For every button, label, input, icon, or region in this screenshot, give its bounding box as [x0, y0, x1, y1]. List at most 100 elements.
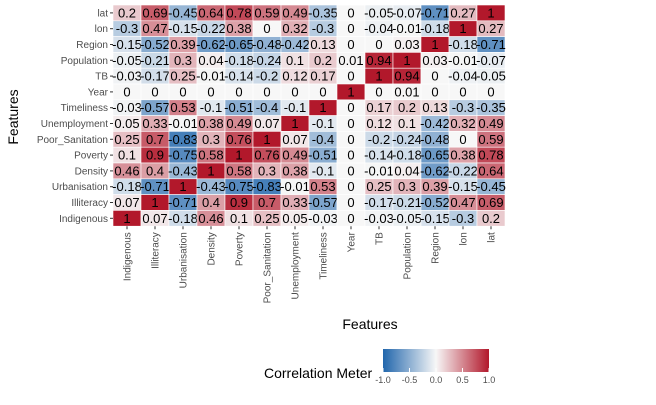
cell-value-label: 0.38 — [282, 163, 307, 178]
cell-value-label: -0.05 — [392, 211, 422, 226]
x-tick-label: Population — [403, 232, 414, 279]
cell-value-label: 0.33 — [282, 195, 307, 210]
cell-value-label: 0.46 — [198, 211, 223, 226]
cell-value-label: -0.22 — [196, 21, 226, 36]
cell-value-label: 0.94 — [394, 69, 419, 84]
cell-value-label: 0.76 — [226, 132, 251, 147]
cell-value-label: -0.71 — [420, 5, 450, 20]
cell-value-label: 0.58 — [226, 163, 251, 178]
cell-value-label: 0 — [123, 84, 130, 99]
cell-value-label: 1 — [179, 179, 186, 194]
cell-value-label: -0.1 — [200, 100, 222, 115]
y-tick-label: Region — [76, 40, 108, 51]
legend-tick-label: 0.5 — [456, 375, 469, 385]
cell-value-label: 0.49 — [282, 5, 307, 20]
cell-value-label: 0 — [263, 84, 270, 99]
cell-value-label: 0.12 — [366, 116, 391, 131]
x-tick-label: Year — [347, 232, 358, 253]
cell-value-label: 0.01 — [338, 53, 363, 68]
cell-value-label: 0.46 — [114, 163, 139, 178]
cell-value-label: -0.42 — [280, 37, 310, 52]
cell-value-label: 0 — [431, 69, 438, 84]
cell-value-label: -0.01 — [280, 179, 310, 194]
cell-value-label: 0 — [347, 179, 354, 194]
cell-value-label: 0.33 — [142, 116, 167, 131]
cell-value-label: 0.49 — [282, 148, 307, 163]
cell-value-label: -0.03 — [112, 100, 142, 115]
cell-value-label: -0.03 — [364, 211, 394, 226]
y-tick-label: Poor_Sanitation — [37, 135, 108, 146]
legend-ticks: -1.0 -0.5 0.0 0.5 1.0 — [375, 368, 495, 385]
legend-tick-label: 1.0 — [483, 375, 496, 385]
cell-value-label: -0.03 — [308, 211, 338, 226]
cell-value-label: 1 — [431, 37, 438, 52]
cell-value-label: 1 — [151, 195, 158, 210]
cell-value-label: -0.05 — [476, 69, 506, 84]
cell-value-label: 1 — [487, 5, 494, 20]
cell-value-label: 0.53 — [170, 100, 195, 115]
cell-value-label: 0.76 — [254, 148, 279, 163]
cell-value-label: 0 — [347, 195, 354, 210]
cell-value-label: -0.83 — [168, 132, 198, 147]
cell-value-label: 0 — [459, 132, 466, 147]
cell-value-label: -0.45 — [476, 179, 506, 194]
cell-value-label: 0.25 — [366, 179, 391, 194]
cell-value-label: -0.18 — [420, 21, 450, 36]
cell-value-label: -0.4 — [256, 100, 278, 115]
cell-value-label: 0.64 — [198, 5, 223, 20]
cell-value-label: 0.2 — [314, 53, 332, 68]
cell-value-label: 0 — [347, 37, 354, 52]
x-tick-label: Density — [207, 232, 218, 265]
y-tick-label: Timeliness — [61, 103, 108, 114]
legend-tick-label: -1.0 — [375, 375, 391, 385]
cell-value-label: 0.12 — [282, 69, 307, 84]
cell-value-label: -0.15 — [448, 179, 478, 194]
cell-value-label: 0.38 — [198, 116, 223, 131]
cell-value-label: 0 — [151, 84, 158, 99]
cell-value-label: -0.48 — [252, 37, 282, 52]
cell-value-label: 0.78 — [478, 148, 503, 163]
cell-value-label: 0.04 — [198, 53, 223, 68]
cell-value-label: 0.03 — [394, 37, 419, 52]
cell-value-label: -0.24 — [392, 132, 422, 147]
y-tick-label: Urbanisation — [52, 182, 108, 193]
cell-value-label: -0.4 — [312, 132, 334, 147]
cell-value-label: -0.05 — [364, 5, 394, 20]
cell-value-label: 0 — [347, 132, 354, 147]
color-legend: Correlation Meter -1.0 -0.5 0.0 0.5 1.0 — [264, 349, 495, 385]
cell-value-label: 0.1 — [230, 211, 248, 226]
cell-value-label: -0.21 — [140, 53, 170, 68]
x-axis-title: Features — [342, 316, 397, 332]
cell-value-label: 0 — [459, 84, 466, 99]
cell-value-label: -0.01 — [196, 69, 226, 84]
cell-value-label: 0 — [375, 84, 382, 99]
cell-value-label: -0.01 — [448, 53, 478, 68]
cell-value-label: -0.04 — [364, 21, 394, 36]
legend-title: Correlation Meter — [264, 365, 372, 381]
cell-value-label: 0 — [179, 84, 186, 99]
cell-value-label: 0.7 — [258, 195, 276, 210]
cell-value-label: -0.21 — [392, 195, 422, 210]
cell-value-label: -0.42 — [420, 116, 450, 131]
cell-value-label: 0.2 — [398, 100, 416, 115]
cell-value-label: 0.17 — [366, 100, 391, 115]
cell-value-label: -0.18 — [448, 37, 478, 52]
cell-value-label: -0.71 — [140, 179, 170, 194]
legend-colorbar — [383, 349, 489, 372]
cell-value-label: 0.03 — [422, 53, 447, 68]
cell-value-label: -0.3 — [116, 21, 138, 36]
y-tick-label: Density — [75, 166, 108, 177]
cell-value-label: 0.3 — [174, 53, 192, 68]
cell-value-label: -0.04 — [448, 69, 478, 84]
cell-value-label: 1 — [347, 84, 354, 99]
cell-value-label: -0.15 — [168, 21, 198, 36]
y-tick-label: Unemployment — [41, 119, 108, 130]
x-tick-label: Region — [431, 232, 442, 264]
cell-value-label: -0.05 — [112, 53, 142, 68]
y-tick-label: Poverty — [74, 151, 108, 162]
cell-value-label: 0.38 — [450, 148, 475, 163]
cell-value-label: 1 — [263, 132, 270, 147]
cell-value-label: -0.2 — [368, 132, 390, 147]
cell-value-label: -0.83 — [252, 179, 282, 194]
